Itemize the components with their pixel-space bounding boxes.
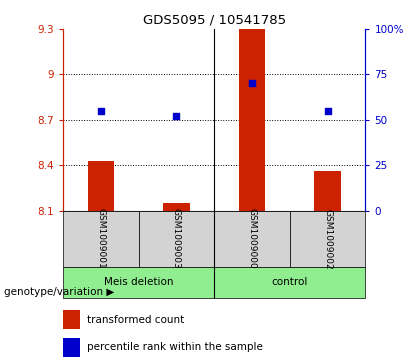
Text: GSM1009002: GSM1009002 [323,208,332,269]
Bar [239,29,265,211]
Point [97,108,104,114]
Bar [139,211,214,267]
Bar [290,211,365,267]
Bar [214,211,290,267]
Text: genotype/variation ▶: genotype/variation ▶ [4,287,115,297]
Text: Meis deletion: Meis deletion [104,277,173,287]
Text: GSM1009003: GSM1009003 [172,208,181,269]
Bar [63,338,80,356]
Text: control: control [272,277,308,287]
Bar [63,310,80,330]
Bar [88,160,114,211]
Title: GDS5095 / 10541785: GDS5095 / 10541785 [143,13,286,26]
Text: transformed count: transformed count [87,315,184,325]
Text: GSM1009000: GSM1009000 [247,208,257,269]
Point [173,113,180,119]
Text: GSM1009001: GSM1009001 [96,208,105,269]
Bar [214,267,365,298]
Text: percentile rank within the sample: percentile rank within the sample [87,342,262,352]
Bar [63,267,214,298]
Point [324,108,331,114]
Bar [314,171,341,211]
Bar [63,211,139,267]
Point [249,81,255,86]
Bar [163,203,190,211]
